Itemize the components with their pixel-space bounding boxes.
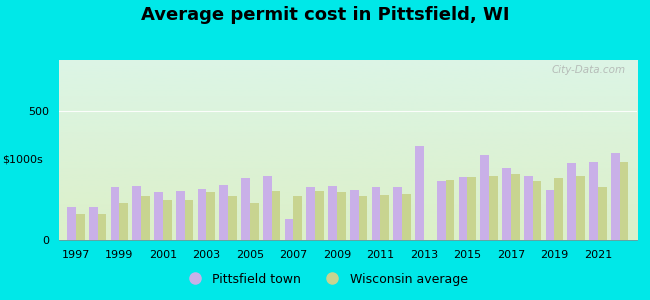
Bar <box>76 214 85 240</box>
Text: Average permit cost in Pittsfield, WI: Average permit cost in Pittsfield, WI <box>141 6 509 24</box>
Bar <box>545 190 554 240</box>
Y-axis label: $1000s: $1000s <box>2 154 43 164</box>
Bar <box>437 181 446 240</box>
Bar <box>589 162 598 240</box>
Bar <box>480 155 489 240</box>
Bar <box>176 191 185 240</box>
Bar <box>198 189 207 240</box>
Bar <box>337 192 346 240</box>
Bar <box>306 187 315 240</box>
Bar <box>467 177 476 240</box>
Bar <box>228 196 237 240</box>
Bar <box>402 194 411 240</box>
Bar <box>598 187 606 240</box>
Bar <box>372 187 380 240</box>
Bar <box>220 185 228 240</box>
Bar <box>163 200 172 240</box>
Bar <box>415 146 424 240</box>
Bar <box>489 176 498 240</box>
Bar <box>89 207 98 240</box>
Bar <box>359 196 367 240</box>
Legend: Pittsfield town, Wisconsin average: Pittsfield town, Wisconsin average <box>177 268 473 291</box>
Bar <box>98 214 107 240</box>
Bar <box>502 168 511 240</box>
Bar <box>446 180 454 240</box>
Bar <box>611 153 619 240</box>
Bar <box>185 200 193 240</box>
Bar <box>263 176 272 240</box>
Bar <box>285 219 293 240</box>
Bar <box>67 207 76 240</box>
Bar <box>272 191 280 240</box>
Bar <box>154 192 163 240</box>
Bar <box>250 203 259 240</box>
Bar <box>459 177 467 240</box>
Bar <box>524 176 532 240</box>
Bar <box>328 186 337 240</box>
Bar <box>207 192 215 240</box>
Bar <box>393 187 402 240</box>
Bar <box>293 196 302 240</box>
Bar <box>567 163 576 240</box>
Bar <box>576 176 585 240</box>
Bar <box>315 191 324 240</box>
Bar <box>120 203 128 240</box>
Bar <box>111 187 120 240</box>
Bar <box>511 174 519 240</box>
Bar <box>554 178 563 240</box>
Bar <box>619 162 629 240</box>
Text: City-Data.com: City-Data.com <box>551 65 625 75</box>
Bar <box>141 196 150 240</box>
Bar <box>380 195 389 240</box>
Bar <box>532 181 541 240</box>
Bar <box>241 178 250 240</box>
Bar <box>133 186 141 240</box>
Bar <box>350 190 359 240</box>
